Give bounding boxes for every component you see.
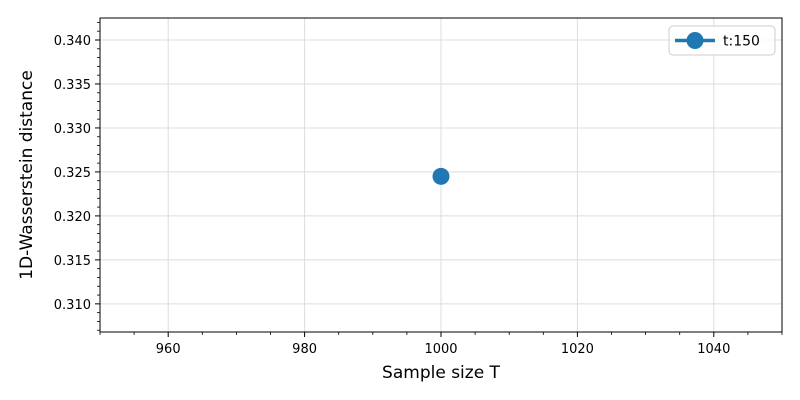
y-tick-label: 0.325 (54, 166, 91, 181)
legend: t:150 (668, 25, 776, 56)
y-tick-label: 0.335 (54, 78, 91, 93)
y-tick-label: 0.340 (54, 34, 91, 49)
y-axis-label: 1D-Wasserstein distance (17, 70, 37, 280)
legend-label: t:150 (723, 34, 760, 50)
y-tick-label: 0.310 (54, 298, 91, 313)
data-point (432, 167, 450, 185)
x-axis-label: Sample size T (382, 363, 501, 383)
x-tick-label: 1020 (561, 342, 594, 357)
major-ticks: 960 980 1000 1020 1040 0.310 0.315 0.320 0.325 0.… (54, 34, 731, 357)
x-tick-label: 1000 (424, 342, 457, 357)
legend-marker (686, 32, 704, 49)
x-tick-label: 980 (292, 342, 317, 357)
y-tick-label: 0.315 (54, 254, 91, 269)
series-layer (432, 167, 450, 185)
y-tick-label: 0.320 (54, 210, 91, 225)
x-tick-label: 960 (156, 342, 181, 357)
plot-frame (99, 17, 783, 333)
x-tick-label: 1040 (697, 342, 730, 357)
y-tick-label: 0.330 (54, 122, 91, 137)
